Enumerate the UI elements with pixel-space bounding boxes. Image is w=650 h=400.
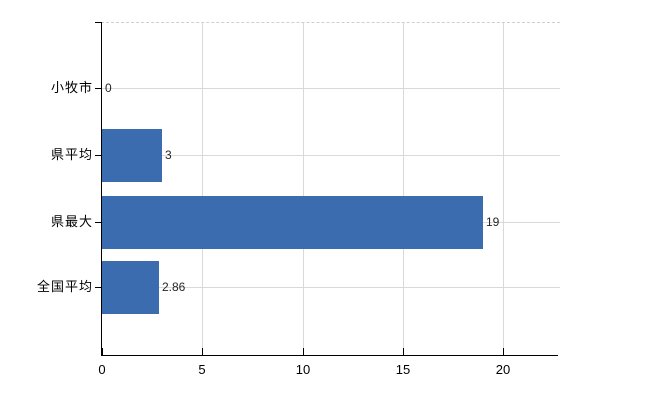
- category-label: 県最大: [50, 214, 93, 229]
- x-axis-tick: [102, 348, 103, 355]
- x-axis-tick: [202, 348, 203, 355]
- category-label: 小牧市: [50, 80, 93, 95]
- category-label: 県平均: [50, 147, 93, 162]
- x-tick-label: 15: [395, 362, 411, 377]
- y-axis-tick: [95, 222, 101, 223]
- bar-value-label: 3: [165, 148, 172, 162]
- y-axis-top-tick: [95, 22, 101, 23]
- y-axis-tick: [95, 155, 101, 156]
- y-axis-tick: [95, 287, 101, 288]
- x-axis-line: [101, 355, 558, 356]
- gridline-vertical: [403, 22, 404, 355]
- x-tick-label: 5: [198, 362, 206, 377]
- y-axis-line: [101, 22, 102, 356]
- x-tick-label: 20: [495, 362, 511, 377]
- x-axis-tick: [303, 348, 304, 355]
- x-axis-tick: [503, 348, 504, 355]
- bar-value-label: 19: [486, 215, 500, 229]
- bar-value-label: 2.86: [162, 280, 186, 294]
- plot-top-border: [101, 22, 560, 23]
- gridline-vertical: [303, 22, 304, 355]
- category-label: 全国平均: [36, 279, 93, 294]
- gridline-horizontal: [101, 88, 560, 89]
- bar: [102, 129, 162, 182]
- y-axis-tick: [95, 88, 101, 89]
- x-tick-label: 10: [295, 362, 311, 377]
- gridline-horizontal: [101, 155, 560, 156]
- gridline-vertical: [202, 22, 203, 355]
- bar: [102, 261, 159, 314]
- x-tick-label: 0: [98, 362, 106, 377]
- gridline-horizontal: [101, 287, 560, 288]
- gridline-vertical: [503, 22, 504, 355]
- bar: [102, 196, 483, 249]
- x-axis-tick: [403, 348, 404, 355]
- bar-value-label: 0: [105, 81, 112, 95]
